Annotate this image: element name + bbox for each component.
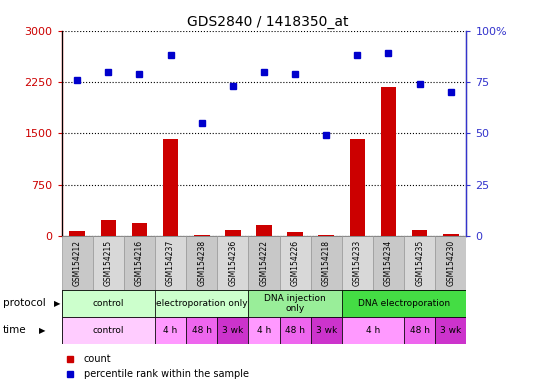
Bar (318, 235, 334, 236)
Bar (287, 232, 303, 236)
Bar (256, 225, 272, 236)
Text: 4 h: 4 h (257, 326, 271, 335)
Bar (132, 223, 147, 236)
Text: GSM154238: GSM154238 (197, 240, 206, 286)
Bar (163, 139, 178, 236)
Text: GSM154235: GSM154235 (415, 240, 424, 286)
Text: 3 wk: 3 wk (316, 326, 337, 335)
Bar (248, 317, 280, 344)
Text: count: count (84, 354, 111, 364)
Text: GSM154218: GSM154218 (322, 240, 331, 286)
Bar (217, 236, 248, 290)
Bar (225, 230, 241, 236)
Bar (349, 139, 365, 236)
Bar (248, 290, 342, 317)
Text: 48 h: 48 h (410, 326, 430, 335)
Bar (404, 317, 435, 344)
Bar (280, 236, 311, 290)
Bar (342, 236, 373, 290)
Text: 48 h: 48 h (192, 326, 212, 335)
Bar (404, 236, 435, 290)
Text: ▶: ▶ (39, 326, 45, 335)
Text: 3 wk: 3 wk (222, 326, 243, 335)
Bar (62, 236, 93, 290)
Bar (435, 317, 466, 344)
Text: GSM154226: GSM154226 (291, 240, 300, 286)
Bar (217, 317, 248, 344)
Bar (124, 236, 155, 290)
Text: electroporation only: electroporation only (156, 299, 248, 308)
Bar (381, 87, 396, 236)
Text: protocol: protocol (3, 298, 46, 308)
Bar (155, 236, 186, 290)
Text: control: control (93, 326, 124, 335)
Bar (155, 290, 248, 317)
Text: GSM154216: GSM154216 (135, 240, 144, 286)
Text: DNA electroporation: DNA electroporation (358, 299, 450, 308)
Text: time: time (3, 325, 26, 335)
Bar (342, 317, 404, 344)
Text: percentile rank within the sample: percentile rank within the sample (84, 369, 249, 379)
Text: control: control (93, 299, 124, 308)
Text: GSM154234: GSM154234 (384, 240, 393, 286)
Bar (186, 236, 217, 290)
Text: GSM154222: GSM154222 (259, 240, 269, 286)
Text: GSM154237: GSM154237 (166, 240, 175, 286)
Text: GSM154215: GSM154215 (104, 240, 113, 286)
Bar (435, 236, 466, 290)
Text: GSM154236: GSM154236 (228, 240, 237, 286)
Bar (342, 290, 466, 317)
Bar (101, 220, 116, 236)
Bar (248, 236, 280, 290)
Bar (443, 234, 458, 236)
Text: GDS2840 / 1418350_at: GDS2840 / 1418350_at (187, 15, 349, 29)
Bar (155, 317, 186, 344)
Bar (373, 236, 404, 290)
Text: ▶: ▶ (54, 299, 60, 308)
Text: 4 h: 4 h (366, 326, 380, 335)
Text: 3 wk: 3 wk (440, 326, 461, 335)
Bar (412, 230, 427, 236)
Text: GSM154233: GSM154233 (353, 240, 362, 286)
Bar (93, 236, 124, 290)
Bar (62, 290, 155, 317)
Bar (70, 231, 85, 236)
Bar (62, 317, 155, 344)
Bar (194, 235, 210, 236)
Text: 4 h: 4 h (163, 326, 178, 335)
Text: 48 h: 48 h (285, 326, 305, 335)
Bar (311, 236, 342, 290)
Bar (311, 317, 342, 344)
Text: GSM154212: GSM154212 (73, 240, 81, 286)
Text: DNA injection
only: DNA injection only (264, 294, 326, 313)
Bar (280, 317, 311, 344)
Text: GSM154230: GSM154230 (446, 240, 455, 286)
Bar (186, 317, 217, 344)
